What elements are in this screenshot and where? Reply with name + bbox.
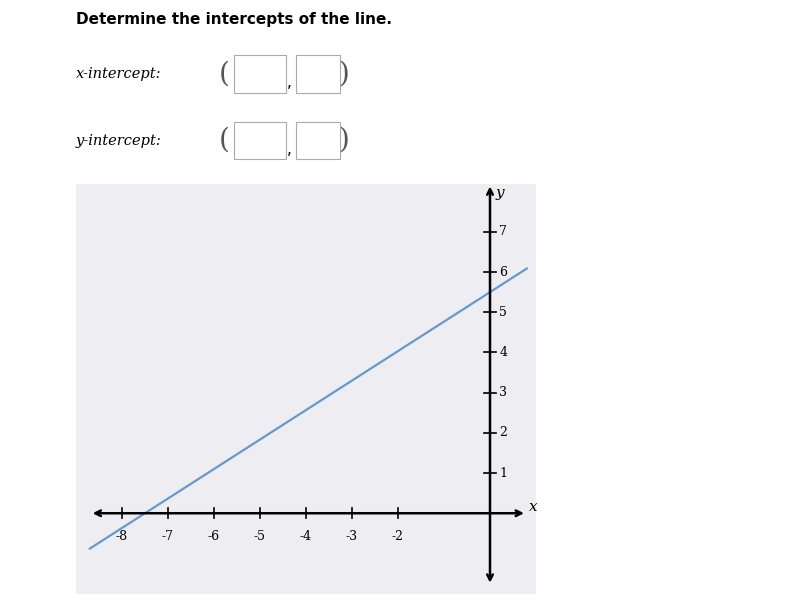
- Text: 4: 4: [499, 346, 507, 359]
- Text: -3: -3: [346, 530, 358, 543]
- Text: -7: -7: [162, 530, 174, 543]
- Text: ): ): [338, 127, 350, 154]
- Text: -2: -2: [392, 530, 404, 543]
- Text: y-intercept:: y-intercept:: [76, 133, 162, 147]
- Text: (: (: [218, 60, 230, 87]
- Text: ,: ,: [287, 141, 292, 157]
- Text: x: x: [529, 500, 538, 514]
- FancyBboxPatch shape: [296, 55, 340, 92]
- Text: 2: 2: [499, 427, 507, 439]
- FancyBboxPatch shape: [234, 122, 286, 159]
- Text: y: y: [495, 185, 504, 200]
- Text: -5: -5: [254, 530, 266, 543]
- Text: Determine the intercepts of the line.: Determine the intercepts of the line.: [76, 12, 392, 27]
- FancyBboxPatch shape: [296, 122, 340, 159]
- Text: -4: -4: [300, 530, 312, 543]
- Text: 1: 1: [499, 466, 507, 480]
- Text: -6: -6: [208, 530, 220, 543]
- Text: (: (: [218, 127, 230, 154]
- Text: 5: 5: [499, 306, 507, 319]
- Text: ): ): [338, 60, 350, 87]
- Text: 7: 7: [499, 225, 507, 238]
- FancyBboxPatch shape: [234, 55, 286, 92]
- Text: x-intercept:: x-intercept:: [76, 67, 162, 81]
- Text: -8: -8: [116, 530, 128, 543]
- Text: 6: 6: [499, 266, 507, 278]
- Text: ,: ,: [287, 75, 292, 90]
- Text: 3: 3: [499, 386, 507, 399]
